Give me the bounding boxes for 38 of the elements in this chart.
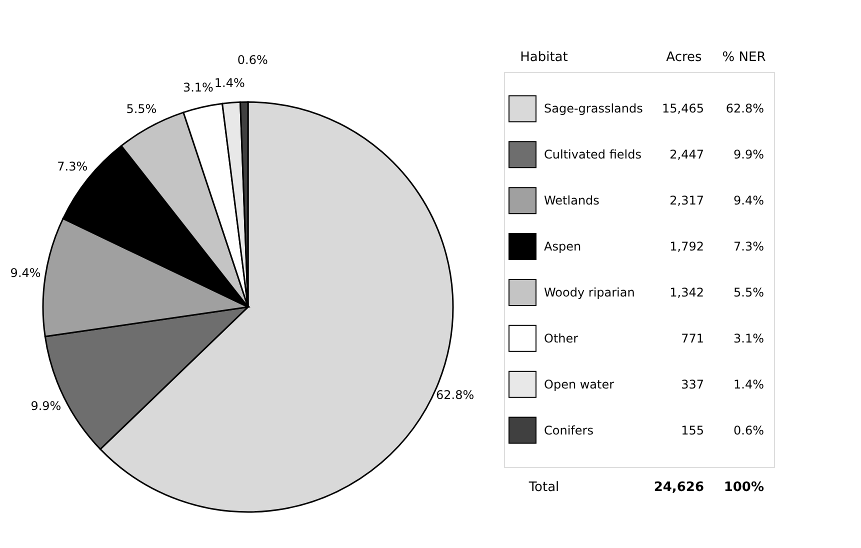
text: 771: [681, 331, 704, 346]
text: 100%: [724, 480, 764, 495]
text: Acres: [666, 50, 702, 65]
data-label: 3.1%: [182, 80, 214, 95]
legend-label: Other: [544, 331, 578, 346]
text: Total: [528, 480, 560, 495]
legend-title: Habitat: [520, 50, 568, 65]
legend-label: Woody riparian: [544, 285, 635, 300]
data-label: 9.4%: [10, 266, 41, 280]
text: 155: [681, 423, 704, 438]
legend-label: Wetlands: [544, 194, 600, 208]
data-label: 1.4%: [214, 76, 245, 90]
text: 1,342: [670, 285, 704, 300]
text: 5.5%: [734, 285, 764, 300]
legend-label: Conifers: [544, 423, 594, 438]
text: 62.8%: [726, 102, 764, 116]
data-label: 62.8%: [436, 388, 474, 402]
data-label: 7.3%: [57, 159, 88, 174]
text: % NER: [722, 50, 766, 65]
text: 2,317: [670, 194, 704, 208]
legend-label: Sage-grasslands: [544, 102, 643, 116]
text: 1,792: [670, 240, 704, 254]
text: 337: [681, 377, 704, 392]
text: 1.4%: [734, 377, 764, 392]
data-label: 9.9%: [30, 398, 62, 413]
text: 0.6%: [734, 423, 764, 438]
legend-label: Aspen: [544, 240, 582, 254]
text: 2,447: [670, 148, 704, 162]
text: 9.4%: [734, 194, 764, 208]
legend-label: Open water: [544, 377, 614, 392]
text: 24,626: [654, 480, 704, 495]
text: 9.9%: [734, 148, 764, 162]
data-label: 5.5%: [126, 102, 157, 116]
data-label: 0.6%: [237, 53, 268, 68]
text: 7.3%: [734, 240, 764, 254]
text: 15,465: [662, 102, 704, 116]
text: 3.1%: [734, 331, 764, 346]
legend-label: Cultivated fields: [544, 148, 642, 162]
